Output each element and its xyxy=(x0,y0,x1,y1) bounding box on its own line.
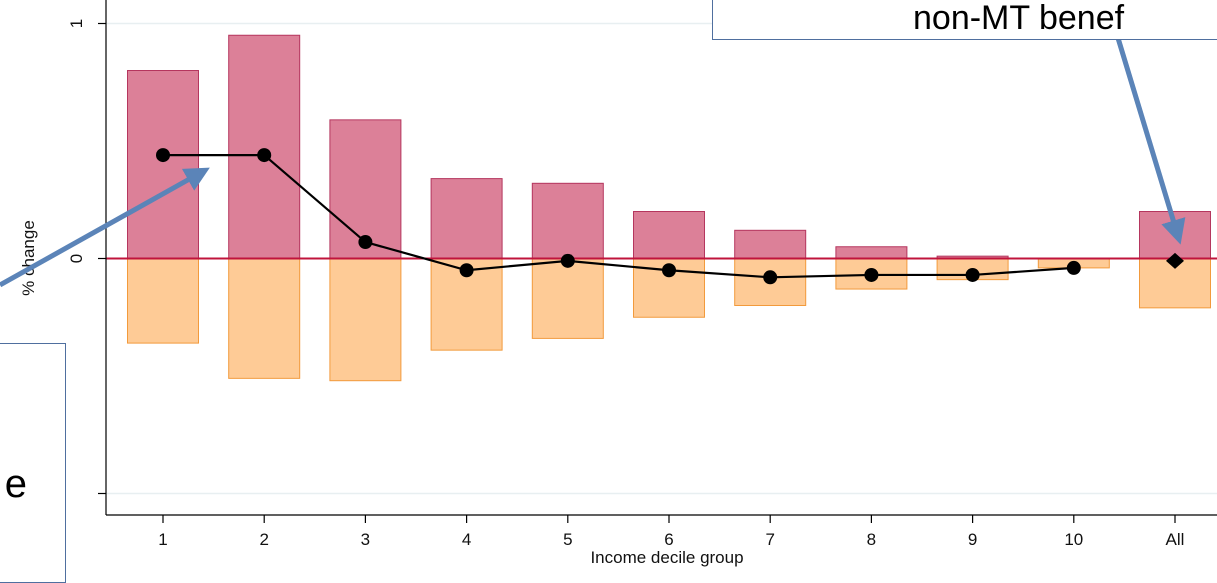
x-tick-label: 1 xyxy=(158,530,167,549)
line-point xyxy=(1066,260,1081,275)
bar-positive xyxy=(835,246,908,259)
series-line xyxy=(163,154,1074,279)
x-axis-title: Income decile group xyxy=(590,548,743,567)
line-point xyxy=(965,267,980,282)
left-arrow xyxy=(0,167,210,288)
bar-positive xyxy=(430,178,503,260)
line-point xyxy=(358,235,373,250)
callout-left: e xyxy=(0,343,66,583)
total-marker xyxy=(1166,252,1184,269)
axes xyxy=(98,0,1217,523)
x-tick-label: All xyxy=(1166,530,1185,549)
bar-negative xyxy=(228,258,301,379)
x-tick-label: 3 xyxy=(361,530,370,549)
x-tick-label: 4 xyxy=(462,530,471,549)
x-tick-label: 10 xyxy=(1064,530,1083,549)
x-tick-label: 5 xyxy=(563,530,572,549)
bar-negative xyxy=(127,258,199,344)
bars xyxy=(127,34,1211,382)
y-tick-label: 1 xyxy=(67,19,86,28)
line-series xyxy=(156,148,1184,285)
line-point xyxy=(257,148,272,163)
x-tick-label: 8 xyxy=(867,530,876,549)
callout-arrows xyxy=(0,37,1186,288)
line-point xyxy=(864,267,879,282)
line-point xyxy=(763,270,778,285)
bar-positive xyxy=(127,70,199,259)
line-point xyxy=(156,148,170,163)
bar-positive xyxy=(633,211,705,259)
y-tick-label: 0 xyxy=(67,254,86,263)
x-tick-label: 9 xyxy=(968,530,977,549)
line-point xyxy=(662,263,676,278)
bar-negative xyxy=(531,258,604,339)
y-axis-title: % change xyxy=(19,220,38,296)
x-tick-label: 2 xyxy=(259,530,268,549)
right-arrow xyxy=(1115,37,1186,245)
line-point xyxy=(560,253,575,268)
callout-left-text: e xyxy=(4,462,27,506)
bar-negative xyxy=(329,258,402,382)
bar-positive xyxy=(531,182,604,259)
callout-right: non-MT benef xyxy=(712,0,1217,40)
x-tick-label: 7 xyxy=(765,530,774,549)
x-tick-label: 6 xyxy=(664,530,673,549)
bar-positive xyxy=(734,229,807,260)
line-point xyxy=(459,263,474,278)
callout-right-text: non-MT benef xyxy=(913,0,1125,37)
bar-positive xyxy=(228,34,301,259)
